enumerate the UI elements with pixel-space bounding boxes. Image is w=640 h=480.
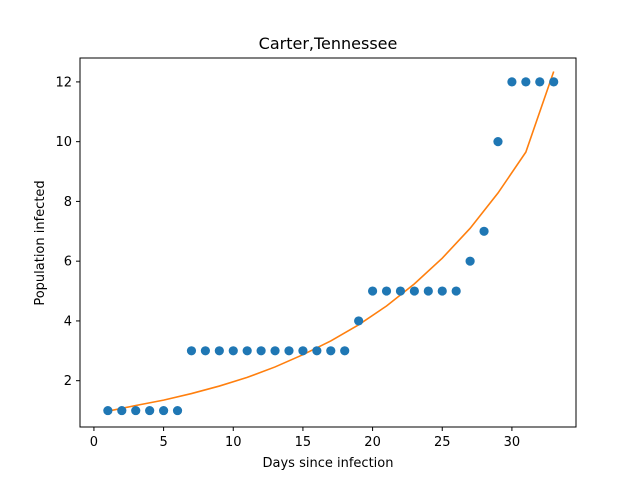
y-tick-label: 2 — [64, 374, 72, 389]
data-point — [507, 77, 517, 87]
data-point — [340, 346, 350, 356]
data-point — [145, 405, 155, 416]
data-point — [228, 346, 238, 356]
data-point — [395, 286, 406, 296]
y-tick-label: 8 — [64, 195, 72, 210]
y-tick-label: 12 — [55, 75, 72, 90]
data-point — [479, 226, 489, 236]
x-tick-label: 20 — [364, 435, 381, 450]
data-point — [298, 346, 308, 356]
x-axis-label: Days since infection — [263, 456, 394, 471]
chart-title: Carter,Tennessee — [259, 34, 398, 53]
axes-frame — [79, 57, 577, 428]
data-point — [535, 77, 545, 87]
data-point — [117, 405, 127, 416]
data-point — [465, 256, 475, 266]
data-point — [284, 346, 294, 356]
x-tick-label: 5 — [159, 435, 167, 450]
data-point — [256, 346, 266, 356]
plot-area — [103, 71, 559, 416]
fit-curve — [107, 71, 555, 412]
data-point — [451, 286, 461, 296]
y-tick-label: 6 — [64, 255, 72, 270]
data-point — [242, 346, 252, 356]
data-point — [312, 346, 322, 356]
data-point — [158, 405, 169, 416]
data-point — [103, 405, 113, 416]
data-point — [214, 346, 224, 356]
y-tick-label: 4 — [64, 314, 72, 329]
x-tick-label: 15 — [295, 435, 312, 450]
data-point — [437, 286, 447, 296]
y-tick-label: 10 — [55, 135, 72, 150]
x-tick-label: 10 — [225, 435, 242, 450]
data-point — [409, 286, 419, 296]
data-point — [200, 346, 210, 356]
x-tick-label: 0 — [90, 435, 98, 450]
data-point — [381, 286, 392, 296]
data-point — [549, 77, 559, 87]
data-point — [493, 137, 503, 147]
data-point — [270, 346, 280, 356]
x-tick-label: 30 — [504, 435, 521, 450]
data-point — [367, 286, 378, 296]
data-point — [423, 286, 433, 296]
data-point — [172, 405, 183, 416]
data-point — [354, 316, 364, 326]
y-axis-label: Population infected — [33, 180, 48, 305]
data-point — [326, 346, 336, 356]
x-tick-label: 25 — [434, 435, 451, 450]
data-point — [186, 346, 197, 356]
data-point — [521, 77, 531, 87]
data-point — [131, 405, 141, 416]
